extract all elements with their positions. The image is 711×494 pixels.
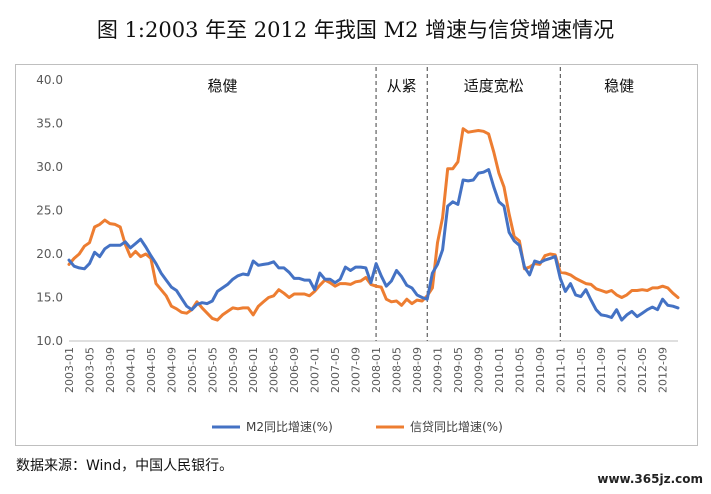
line-chart: 10.0 15.0 20.0 25.0 30.0 35.0 40.0 2003-01 2003-…: [36, 67, 680, 434]
y-tick-label: 10.0: [36, 334, 63, 348]
x-tick-label: 2008-05: [391, 347, 404, 393]
loan-growth-series-line: [67, 127, 680, 322]
x-tick-label: 2003-05: [83, 347, 96, 393]
x-tick-label: 2012-01: [616, 347, 629, 393]
x-tick-label: 2010-05: [513, 347, 526, 393]
chart-frame: 10.0 15.0 20.0 25.0 30.0 35.0 40.0 2003-01 2003-…: [15, 64, 698, 446]
x-tick-label: 2009-05: [452, 347, 465, 393]
policy-region-label: 从紧: [387, 77, 417, 95]
policy-region-label: 适度宽松: [464, 77, 524, 95]
source-note: 数据来源：Wind，中国人民银行。: [16, 458, 234, 474]
x-tick-label: 2006-05: [268, 347, 281, 393]
policy-region-label: 稳健: [208, 77, 238, 95]
y-tick-label: 25.0: [36, 204, 63, 218]
x-tick-label: 2009-01: [431, 347, 444, 393]
legend-item-m2-label: M2同比增速(%): [246, 420, 333, 434]
x-tick-label: 2010-09: [534, 347, 547, 393]
m2-growth-series-line: [67, 168, 680, 322]
y-tick-label: 40.0: [36, 73, 63, 87]
y-tick-label: 30.0: [36, 160, 63, 174]
watermark: www.365jz.com: [597, 472, 703, 486]
x-tick-label: 2004-01: [124, 347, 137, 393]
x-tick-label: 2008-09: [411, 347, 424, 393]
y-tick-label: 15.0: [36, 291, 63, 305]
x-tick-label: 2007-09: [350, 347, 363, 393]
x-tick-label: 2006-09: [288, 347, 301, 393]
chart-title: 图 1:2003 年至 2012 年我国 M2 增速与信贷增速情况: [96, 18, 615, 42]
x-tick-label: 2003-09: [104, 347, 117, 393]
x-tick-label: 2007-01: [309, 347, 322, 393]
x-tick-label: 2011-05: [575, 347, 588, 393]
y-tick-label: 35.0: [36, 117, 63, 131]
x-tick-label: 2010-01: [493, 347, 506, 393]
x-tick-label: 2003-01: [63, 347, 76, 393]
x-tick-label: 2011-01: [554, 347, 567, 393]
x-tick-label: 2005-05: [206, 347, 219, 393]
policy-region-label: 稳健: [604, 77, 634, 95]
y-tick-label: 20.0: [36, 247, 63, 261]
x-tick-label: 2007-05: [329, 347, 342, 393]
legend-item-loan-label: 信贷同比增速(%): [410, 420, 503, 434]
x-tick-label: 2004-09: [165, 347, 178, 393]
x-tick-label: 2005-09: [227, 347, 240, 393]
x-tick-label: 2009-09: [472, 347, 485, 393]
x-tick-label: 2006-01: [247, 347, 260, 393]
x-tick-label: 2011-09: [595, 347, 608, 393]
x-tick-label: 2004-05: [145, 347, 158, 393]
x-tick-label: 2012-09: [657, 347, 670, 393]
x-tick-label: 2005-01: [186, 347, 199, 393]
x-tick-label: 2012-05: [636, 347, 649, 393]
x-tick-label: 2008-01: [370, 347, 383, 393]
